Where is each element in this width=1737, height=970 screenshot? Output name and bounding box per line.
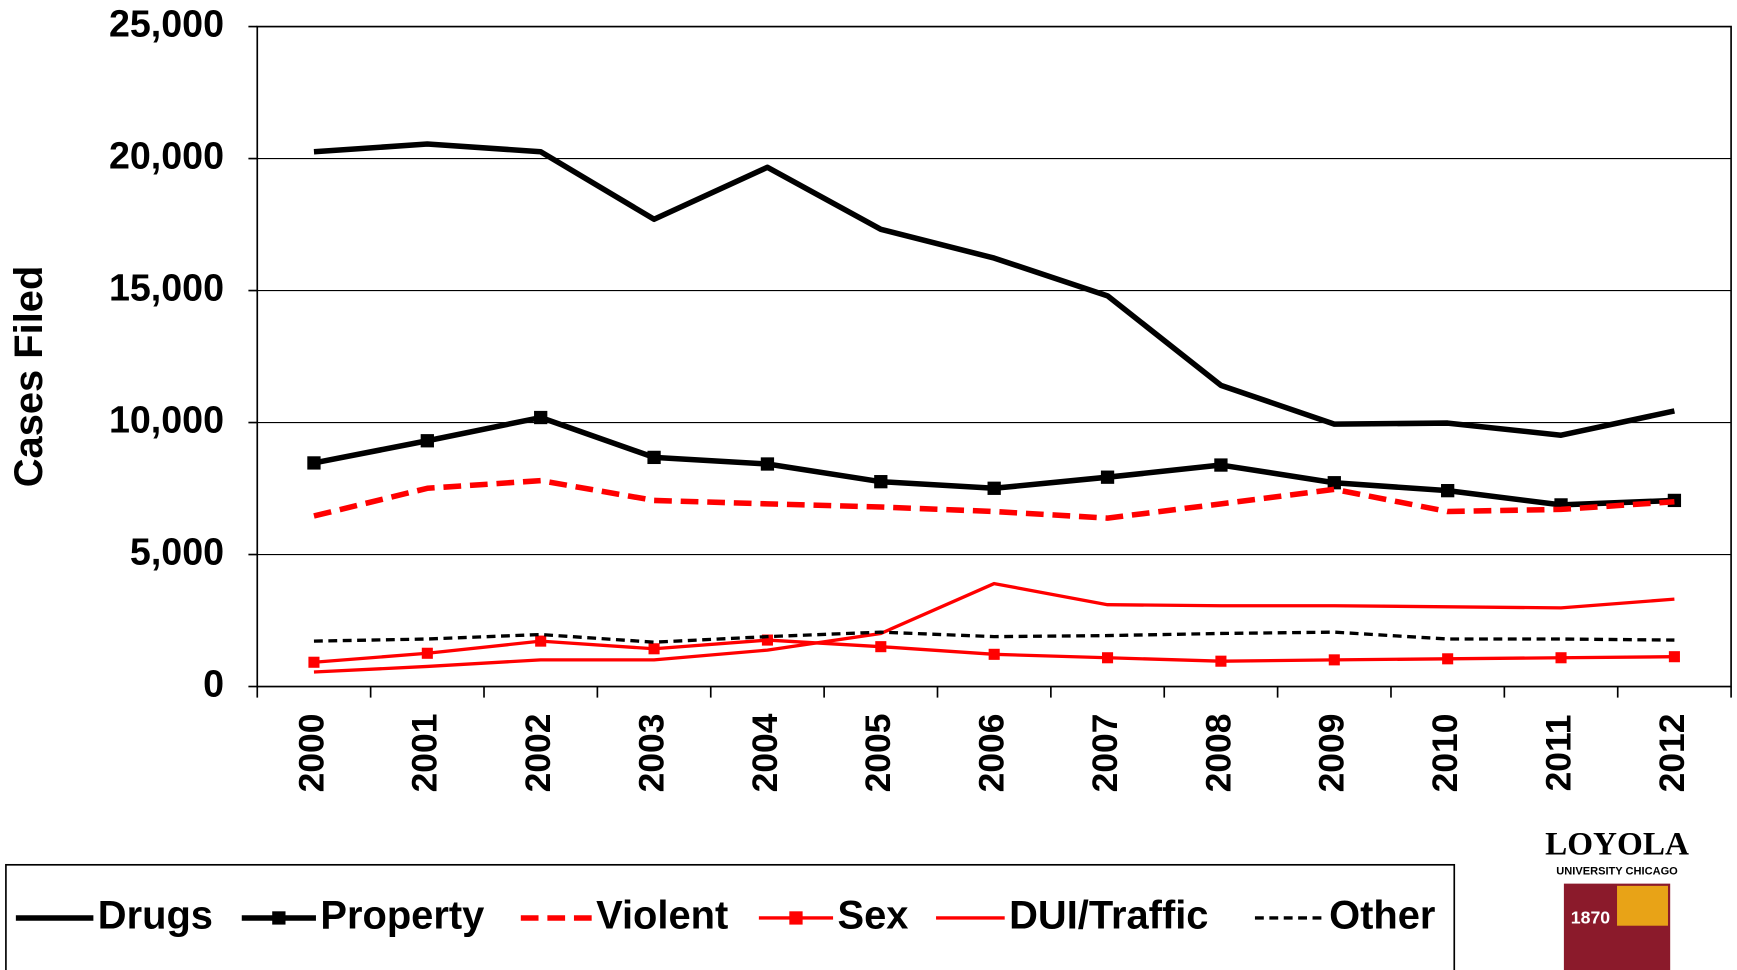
marker bbox=[647, 450, 661, 465]
marker bbox=[987, 481, 1001, 495]
legend-label: Violent bbox=[596, 893, 728, 937]
y-tick-label: 20,000 bbox=[109, 135, 224, 177]
marker bbox=[1214, 458, 1228, 472]
marker bbox=[648, 643, 660, 655]
x-tick-label: 2008 bbox=[1198, 714, 1238, 793]
marker bbox=[420, 434, 434, 448]
logo-year: 1870 bbox=[1571, 908, 1611, 928]
marker bbox=[1215, 655, 1227, 667]
marker bbox=[421, 647, 433, 659]
legend-box bbox=[5, 863, 1456, 970]
x-tick-label: 2006 bbox=[972, 714, 1012, 793]
y-tick-label: 15,000 bbox=[109, 266, 224, 308]
marker bbox=[1327, 476, 1341, 490]
legend-marker bbox=[272, 911, 286, 925]
logo-subtitle: UNIVERSITY CHICAGO bbox=[1556, 865, 1678, 877]
x-tick-label: 2010 bbox=[1425, 714, 1465, 793]
legend-marker bbox=[789, 911, 803, 925]
x-tick-label: 2001 bbox=[405, 714, 445, 793]
marker bbox=[874, 475, 888, 489]
x-tick-label: 2011 bbox=[1538, 715, 1578, 792]
x-tick-label: 2009 bbox=[1312, 714, 1352, 793]
marker bbox=[1100, 470, 1115, 484]
legend-label: Drugs bbox=[98, 893, 213, 937]
logo-name: LOYOLA bbox=[1545, 826, 1689, 863]
y-tick-label: 5,000 bbox=[130, 530, 224, 572]
marker bbox=[761, 634, 773, 646]
legend-label: Property bbox=[320, 893, 484, 937]
series-line bbox=[313, 581, 1675, 674]
series-line bbox=[313, 141, 1675, 438]
logo-stripes bbox=[1617, 885, 1668, 926]
marker bbox=[1102, 652, 1114, 664]
marker bbox=[988, 648, 1000, 660]
x-tick-label: 2012 bbox=[1652, 714, 1692, 793]
marker bbox=[1441, 484, 1455, 498]
x-tick-label: 2003 bbox=[631, 714, 671, 793]
x-tick-label: 2004 bbox=[745, 713, 785, 792]
marker bbox=[535, 635, 547, 647]
logo: LOYOLA UNIVERSITY CHICAGO 1870 bbox=[1545, 826, 1689, 970]
marker bbox=[1328, 654, 1340, 666]
series-line bbox=[313, 630, 1675, 644]
marker bbox=[875, 641, 887, 653]
y-tick-label: 10,000 bbox=[109, 398, 224, 440]
plot-border bbox=[256, 25, 1732, 688]
x-tick-label: 2007 bbox=[1085, 714, 1125, 793]
marker bbox=[307, 456, 321, 470]
marker bbox=[534, 410, 548, 425]
legend-label: DUI/Traffic bbox=[1009, 893, 1208, 937]
marker bbox=[1555, 652, 1567, 664]
series-line bbox=[313, 477, 1675, 521]
x-tick-label: 2002 bbox=[518, 714, 558, 793]
marker bbox=[760, 457, 775, 471]
legend-label: Other bbox=[1329, 893, 1435, 937]
x-tick-label: 2005 bbox=[858, 714, 898, 793]
legend-label: Sex bbox=[837, 893, 908, 937]
x-tick-label: 2000 bbox=[291, 714, 331, 793]
y-tick-label: 25,000 bbox=[109, 3, 224, 45]
y-axis-label: Cases Filed bbox=[7, 266, 51, 488]
marker bbox=[1442, 653, 1454, 665]
y-tick-label: 0 bbox=[203, 662, 224, 704]
marker bbox=[308, 656, 320, 668]
marker bbox=[1668, 651, 1680, 663]
